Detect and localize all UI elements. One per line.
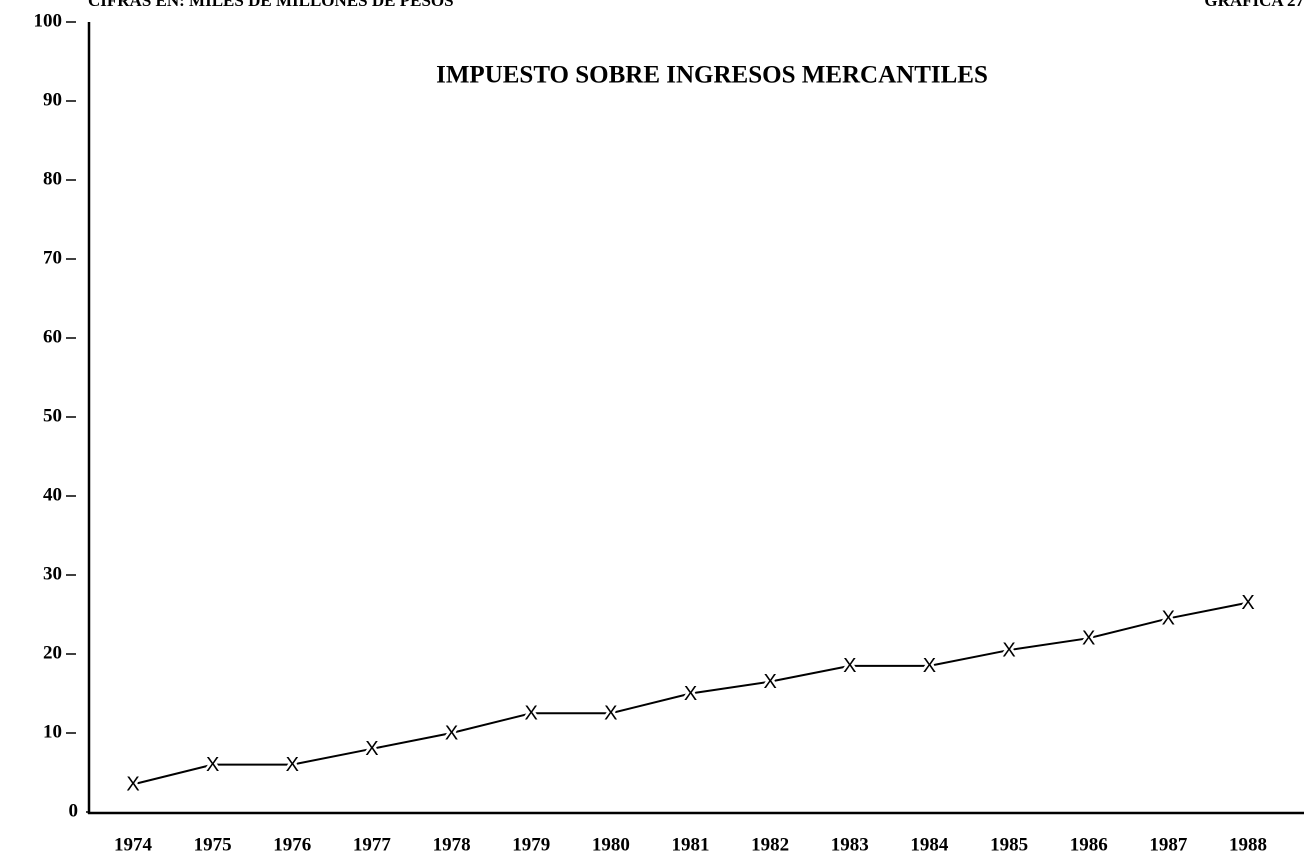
y-tick-label: 80 (43, 168, 62, 189)
x-tick-label: 1985 (990, 834, 1028, 855)
x-tick-label: 1982 (751, 834, 789, 855)
chart-annotation: GRAFICA 27 (1204, 0, 1304, 10)
point-marker: X (445, 722, 458, 744)
x-tick-label: 1984 (910, 834, 949, 855)
x-tick-label: 1976 (273, 834, 311, 855)
point-marker: X (1162, 608, 1175, 630)
y-tick-label: 60 (43, 326, 62, 347)
chart-subtitle: CIFRAS EN: MILES DE MILLONES DE PESOS (88, 0, 454, 10)
y-tick-label: 100 (34, 10, 63, 31)
x-tick-label: 1980 (592, 834, 630, 855)
y-tick-label: 20 (43, 642, 62, 663)
point-marker: X (286, 754, 299, 776)
point-marker: X (525, 703, 538, 725)
point-marker: X (604, 703, 617, 725)
point-marker: X (1082, 627, 1095, 649)
y-tick-label: 0 (69, 800, 79, 821)
x-tick-label: 1988 (1229, 834, 1267, 855)
x-tick-label: 1977 (353, 834, 392, 855)
y-tick-label: 40 (43, 484, 62, 505)
x-tick-label: 1975 (194, 834, 232, 855)
point-marker: X (365, 738, 378, 760)
point-marker: X (1002, 639, 1015, 661)
point-marker: X (843, 655, 856, 677)
point-marker: X (684, 683, 697, 705)
point-marker: X (923, 655, 936, 677)
chart-title: IMPUESTO SOBRE INGRESOS MERCANTILES (436, 62, 988, 89)
y-tick-label: 50 (43, 405, 62, 426)
y-tick-label: 90 (43, 89, 62, 110)
x-tick-label: 1987 (1149, 834, 1188, 855)
x-tick-label: 1981 (672, 834, 710, 855)
y-tick-label: 30 (43, 563, 62, 584)
point-marker: X (206, 754, 219, 776)
y-tick-label: 70 (43, 247, 62, 268)
line-series (132, 601, 1249, 786)
y-tick-label: 10 (43, 721, 62, 742)
x-tick-label: 1983 (831, 834, 869, 855)
x-tick-label: 1974 (114, 834, 153, 855)
point-marker: X (763, 671, 776, 693)
x-tick-label: 1978 (433, 834, 471, 855)
x-tick-label: 1979 (512, 834, 550, 855)
point-marker: X (126, 774, 139, 796)
point-marker: X (1241, 592, 1254, 614)
x-tick-label: 1986 (1070, 834, 1108, 855)
